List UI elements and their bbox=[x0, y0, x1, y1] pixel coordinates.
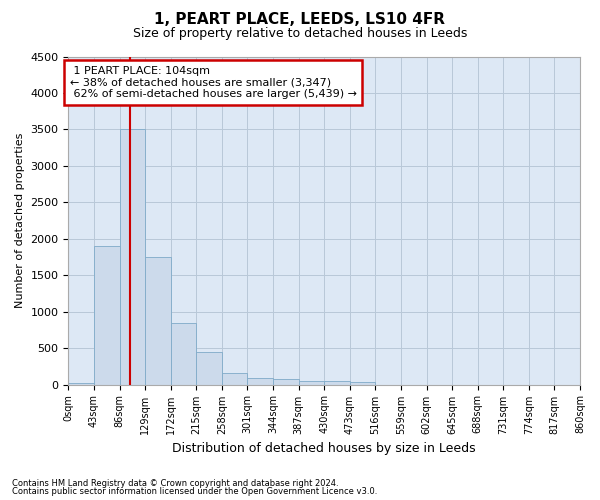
Text: Contains HM Land Registry data © Crown copyright and database right 2024.: Contains HM Land Registry data © Crown c… bbox=[12, 478, 338, 488]
Bar bbox=[324, 382, 350, 384]
Bar bbox=[273, 380, 299, 384]
Bar bbox=[247, 378, 273, 384]
Bar bbox=[350, 382, 376, 384]
X-axis label: Distribution of detached houses by size in Leeds: Distribution of detached houses by size … bbox=[172, 442, 476, 455]
Text: Contains public sector information licensed under the Open Government Licence v3: Contains public sector information licen… bbox=[12, 487, 377, 496]
Text: 1 PEART PLACE: 104sqm
← 38% of detached houses are smaller (3,347)
 62% of semi-: 1 PEART PLACE: 104sqm ← 38% of detached … bbox=[70, 66, 356, 99]
Bar bbox=[299, 380, 324, 384]
Bar bbox=[145, 257, 171, 384]
Bar bbox=[222, 373, 247, 384]
Bar bbox=[119, 130, 145, 384]
Bar bbox=[94, 246, 119, 384]
Bar bbox=[171, 322, 196, 384]
Text: 1, PEART PLACE, LEEDS, LS10 4FR: 1, PEART PLACE, LEEDS, LS10 4FR bbox=[155, 12, 445, 28]
Y-axis label: Number of detached properties: Number of detached properties bbox=[15, 133, 25, 308]
Text: Size of property relative to detached houses in Leeds: Size of property relative to detached ho… bbox=[133, 28, 467, 40]
Bar bbox=[196, 352, 222, 384]
